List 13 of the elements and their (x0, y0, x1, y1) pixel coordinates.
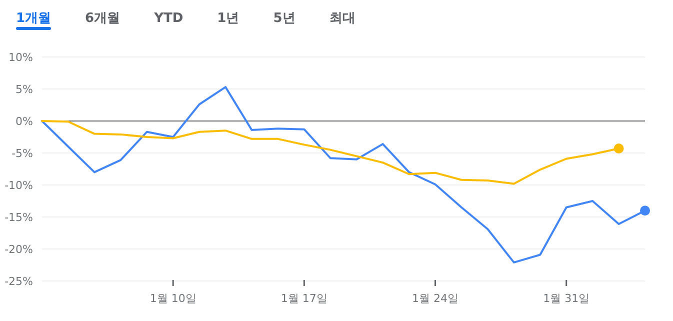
y-tick-label: 5% (16, 83, 33, 96)
y-tick-label: -15% (4, 211, 33, 224)
x-tick-label: 1월 24일 (412, 292, 459, 305)
y-tick-label: 0% (16, 115, 33, 128)
tabs: 1개월 6개월 YTD 1년 5년 최대 (16, 11, 356, 30)
x-tick-label: 1월 31일 (543, 292, 590, 305)
y-tick-label: -20% (4, 243, 33, 256)
y-tick-label: -25% (4, 275, 33, 288)
y-tick-label: 10% (8, 51, 33, 64)
y-tick-label: -5% (12, 147, 33, 160)
y-tick-label: -10% (4, 179, 33, 192)
x-tick-label: 1월 10일 (150, 292, 196, 305)
x-tick-label: 1월 17일 (280, 292, 328, 305)
